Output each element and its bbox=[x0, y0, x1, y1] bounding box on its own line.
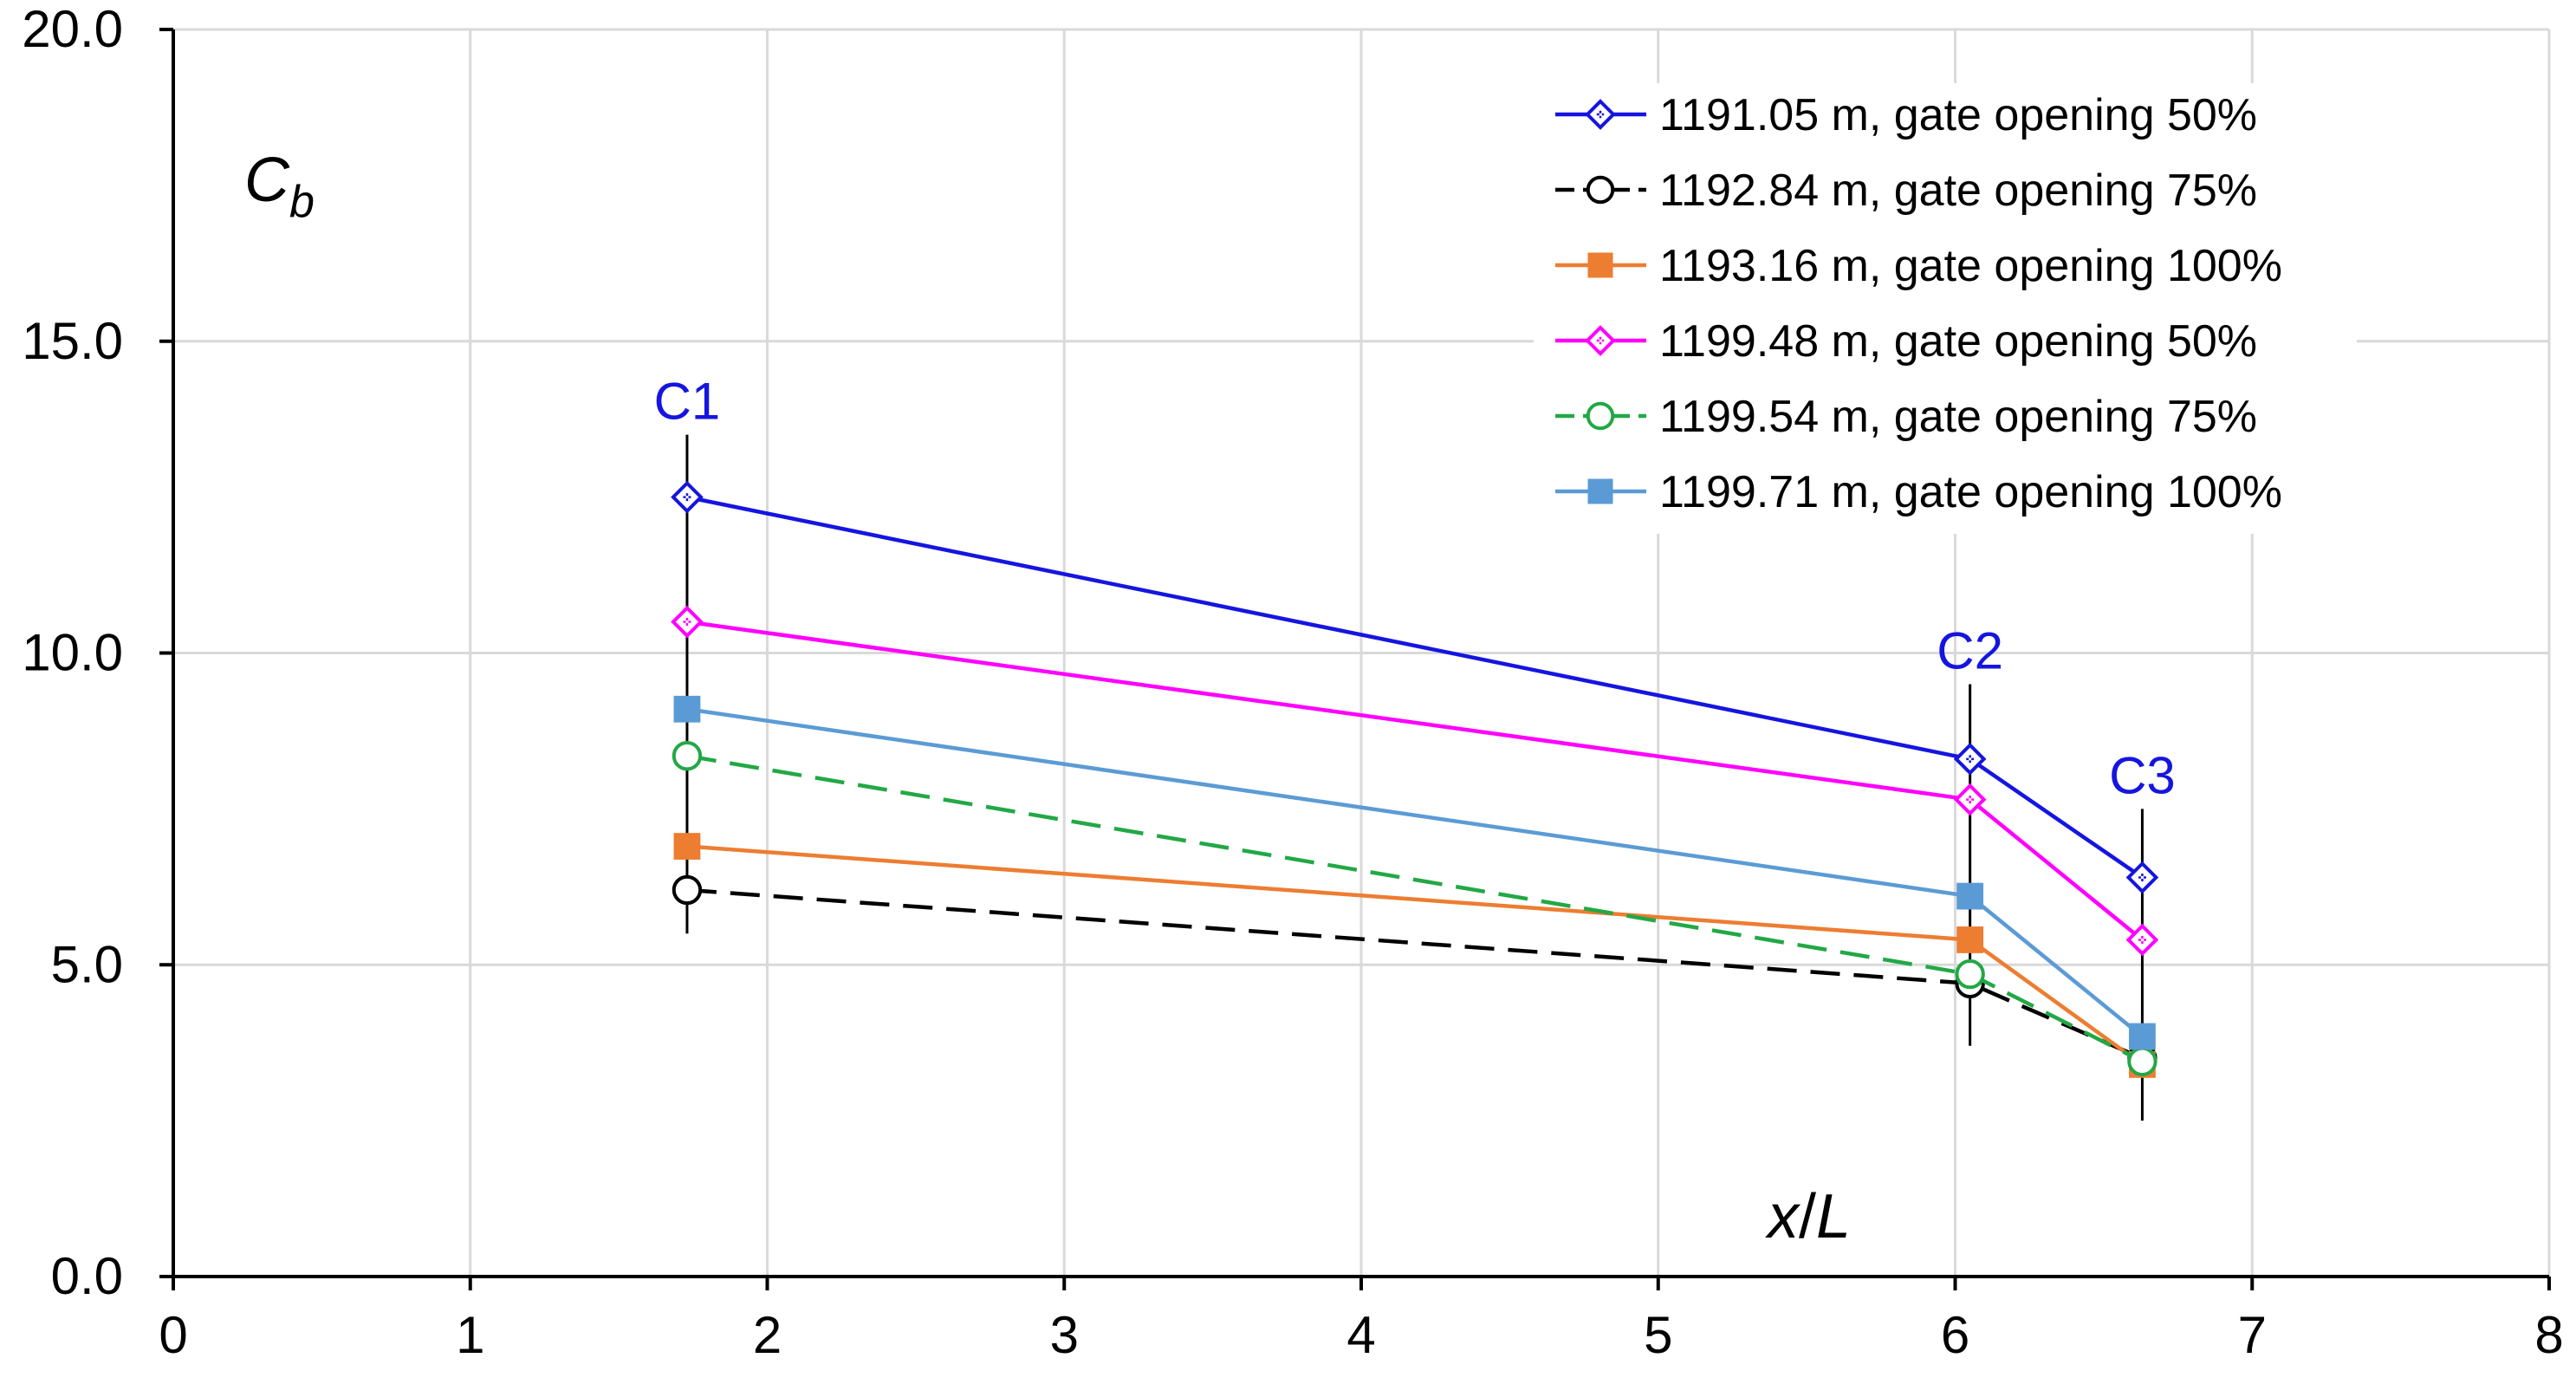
circle-marker bbox=[1955, 958, 1985, 990]
series-line bbox=[686, 887, 2144, 1061]
square-marker bbox=[2129, 1023, 2156, 1050]
circle-marker bbox=[1586, 175, 1615, 205]
diamond-marker bbox=[2125, 923, 2159, 957]
diamond-marker bbox=[1585, 325, 1616, 356]
circle-marker bbox=[1586, 401, 1615, 431]
diamond-marker-inner bbox=[2138, 874, 2146, 881]
diamond-marker bbox=[1585, 99, 1616, 130]
y-tick-label: 10.0 bbox=[22, 624, 123, 682]
y-tick-label: 15.0 bbox=[22, 312, 123, 370]
diamond-marker bbox=[671, 605, 704, 639]
legend-label: 1199.54 m, gate opening 75% bbox=[1659, 392, 2257, 442]
series-group bbox=[671, 480, 2159, 894]
diamond-marker bbox=[2125, 861, 2159, 894]
diamond-marker bbox=[1953, 742, 1987, 776]
y-axis-title-sub: b bbox=[289, 177, 315, 227]
x-axis-title: x/L bbox=[1765, 1182, 1851, 1251]
y-tick-label: 0.0 bbox=[51, 1247, 123, 1305]
legend-background bbox=[1534, 83, 2357, 534]
series-line bbox=[686, 707, 2144, 1038]
square-marker bbox=[1587, 478, 1613, 504]
x-tick-label: 8 bbox=[2534, 1306, 2563, 1364]
diamond-marker-inner bbox=[683, 618, 691, 627]
diamond-marker-inner bbox=[1596, 336, 1605, 345]
y-tick-label: 5.0 bbox=[51, 935, 123, 993]
x-tick-label: 1 bbox=[456, 1306, 484, 1364]
x-tick-label: 0 bbox=[159, 1306, 187, 1364]
diamond-marker-inner bbox=[1596, 110, 1605, 119]
square-marker bbox=[1956, 926, 1984, 953]
axis-layer: 0 1 2 3 4 5 6 7 8 0.0 5.0 10.0 15.0 20.0 bbox=[22, 0, 2563, 1364]
annotation-label: C1 bbox=[654, 373, 721, 431]
legend-label: 1199.48 m, gate opening 50% bbox=[1659, 316, 2257, 367]
diamond-marker bbox=[1953, 783, 1987, 816]
diamond-marker-inner bbox=[1966, 796, 1975, 804]
x-tick-label: 5 bbox=[1644, 1306, 1672, 1364]
series-layer bbox=[671, 480, 2159, 1078]
square-marker bbox=[1587, 252, 1613, 278]
x-tick-label: 7 bbox=[2238, 1306, 2267, 1364]
x-tick-label: 3 bbox=[1050, 1306, 1079, 1364]
legend-label: 1192.84 m, gate opening 75% bbox=[1659, 166, 2257, 216]
legend-label: 1191.05 m, gate opening 50% bbox=[1659, 90, 2257, 140]
y-axis-title-main: C bbox=[244, 146, 290, 215]
x-axis-title-main: x bbox=[1765, 1182, 1801, 1251]
circle-marker bbox=[672, 741, 703, 771]
diamond-marker-inner bbox=[1966, 755, 1975, 763]
x-axis-title-sub: L bbox=[1816, 1182, 1851, 1251]
square-marker bbox=[673, 833, 701, 860]
circle-marker bbox=[2127, 1046, 2157, 1076]
y-axis-title: Cb bbox=[244, 146, 315, 227]
x-tick-label: 2 bbox=[753, 1306, 782, 1364]
legend-label: 1199.71 m, gate opening 100% bbox=[1659, 467, 2282, 517]
annotation-label: C2 bbox=[1937, 621, 2003, 679]
series-group bbox=[673, 833, 2156, 1078]
series-group bbox=[672, 741, 2157, 1076]
legend: 1191.05 m, gate opening 50% 1192.84 m, ga… bbox=[1534, 83, 2357, 534]
series-line bbox=[686, 495, 2144, 880]
series-line bbox=[686, 753, 2144, 1063]
square-marker bbox=[673, 695, 701, 723]
annotation-layer: C1 C2 C3 bbox=[654, 373, 2176, 1121]
diamond-marker-inner bbox=[2138, 935, 2146, 944]
series-group bbox=[672, 874, 2157, 1074]
legend-label: 1193.16 m, gate opening 100% bbox=[1659, 241, 2282, 291]
circle-marker bbox=[672, 874, 703, 906]
x-tick-label: 4 bbox=[1346, 1306, 1375, 1364]
series-group bbox=[671, 605, 2159, 957]
annotation-label: C3 bbox=[2109, 746, 2176, 804]
series-line bbox=[686, 620, 2144, 942]
square-marker bbox=[1956, 882, 1984, 910]
series-group bbox=[673, 695, 2156, 1050]
y-tick-label: 20.0 bbox=[22, 0, 123, 58]
x-tick-label: 6 bbox=[1941, 1306, 1969, 1364]
diamond-marker bbox=[671, 480, 704, 514]
diamond-marker-inner bbox=[683, 493, 691, 502]
x-axis-title-sep: / bbox=[1799, 1182, 1816, 1251]
